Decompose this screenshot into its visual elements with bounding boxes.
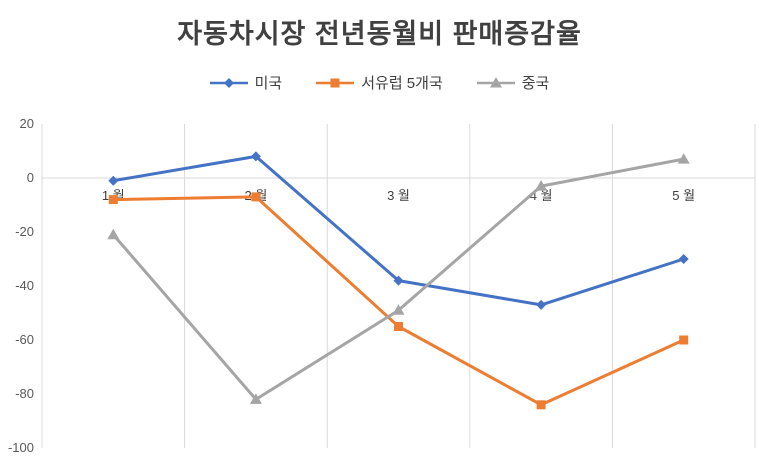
series-line — [111, 195, 686, 407]
data-point-marker — [249, 393, 262, 404]
legend-item: 서유럽 5개국 — [316, 72, 443, 93]
data-point-marker — [251, 192, 261, 202]
chart-title: 자동차시장 전년동월비 판매증감율 — [177, 19, 582, 49]
y-axis-tick-label: 20 — [20, 116, 34, 131]
data-point-marker — [393, 275, 404, 286]
data-point-marker — [535, 180, 548, 191]
square-marker-icon — [316, 78, 355, 87]
legend-item: 미국 — [209, 72, 283, 93]
x-axis-category-label: 3 월 — [387, 188, 410, 203]
data-point-marker — [678, 254, 689, 264]
legend-item: 중국 — [476, 72, 550, 93]
y-axis-tick-label: -80 — [15, 386, 34, 401]
data-point-marker — [394, 322, 403, 331]
y-axis-tick-label: -20 — [15, 224, 34, 239]
data-point-marker — [250, 151, 261, 162]
x-axis-category-label: 5 월 — [672, 188, 695, 203]
data-point-marker — [392, 304, 405, 315]
legend-label: 중국 — [521, 75, 550, 92]
y-axis-tick-label: -40 — [15, 278, 34, 293]
data-point-marker — [536, 299, 547, 310]
legend-label: 서유럽 5개국 — [361, 75, 443, 92]
diamond-marker-icon — [209, 77, 248, 88]
data-point-marker — [536, 400, 546, 410]
triangle-marker-icon — [476, 76, 515, 87]
y-axis-tick-label: -100 — [8, 440, 34, 455]
y-axis-tick-label: -60 — [15, 332, 34, 347]
data-point-marker — [108, 195, 118, 205]
data-point-marker — [108, 175, 119, 186]
y-axis-tick-label: 0 — [27, 170, 34, 185]
legend: 미국 서유럽 5개국 중국 — [0, 72, 759, 93]
legend-label: 미국 — [254, 75, 283, 92]
data-point-marker — [679, 335, 689, 345]
data-point-marker — [107, 228, 120, 240]
data-point-marker — [677, 153, 690, 164]
